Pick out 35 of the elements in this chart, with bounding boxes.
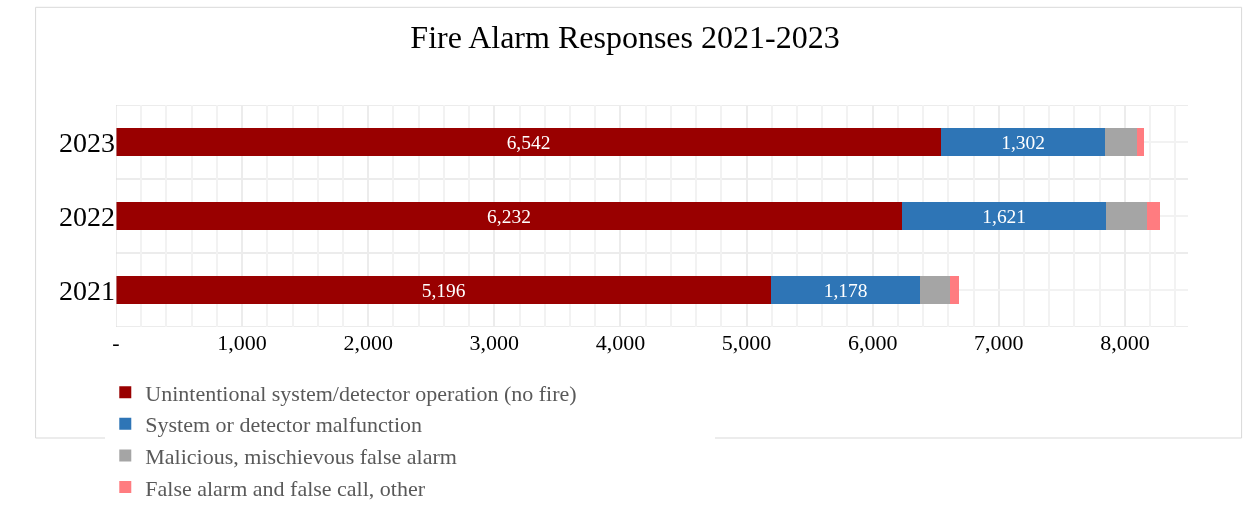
bar [949,275,959,305]
bar [116,201,902,231]
y-tick-label: 2021 [59,274,115,306]
data-label: 5,196 [421,279,466,301]
x-tick-label: - [112,330,120,355]
data-label: 1,178 [823,279,868,301]
x-tick-label: 3,000 [469,330,520,355]
bar [771,275,920,305]
bar [1105,127,1137,157]
x-tick-label: 7,000 [974,330,1024,355]
legend-label: System or detector malfunction [145,412,423,438]
y-tick-label: 2023 [59,126,115,158]
bar [919,275,950,305]
data-label: 6,232 [487,205,531,227]
bar [1147,201,1161,231]
chart-title: Fire Alarm Responses 2021-2023 [410,18,840,55]
data-label: 6,542 [506,131,551,153]
data-label: 1,302 [1001,131,1046,153]
bar [901,201,1107,231]
bar [1136,127,1144,157]
bar [1106,201,1148,231]
x-tick-label: 2,000 [343,330,393,355]
legend-label: Malicious, mischievous false alarm [145,443,457,469]
bar [116,127,942,157]
y-tick-label: 2022 [59,200,115,232]
x-tick-label: 5,000 [721,330,772,355]
x-tick-label: 8,000 [1100,330,1150,355]
legend-label: False alarm and false call, other [145,475,426,501]
bar [116,275,772,305]
x-tick-label: 4,000 [595,330,646,355]
data-label: 1,621 [982,205,1027,227]
legend-label: Unintentional system/detector operation (no fire) [145,380,577,406]
x-tick-label: 6,000 [847,330,898,355]
x-tick-label: 1,000 [217,330,267,355]
bar [941,127,1106,157]
